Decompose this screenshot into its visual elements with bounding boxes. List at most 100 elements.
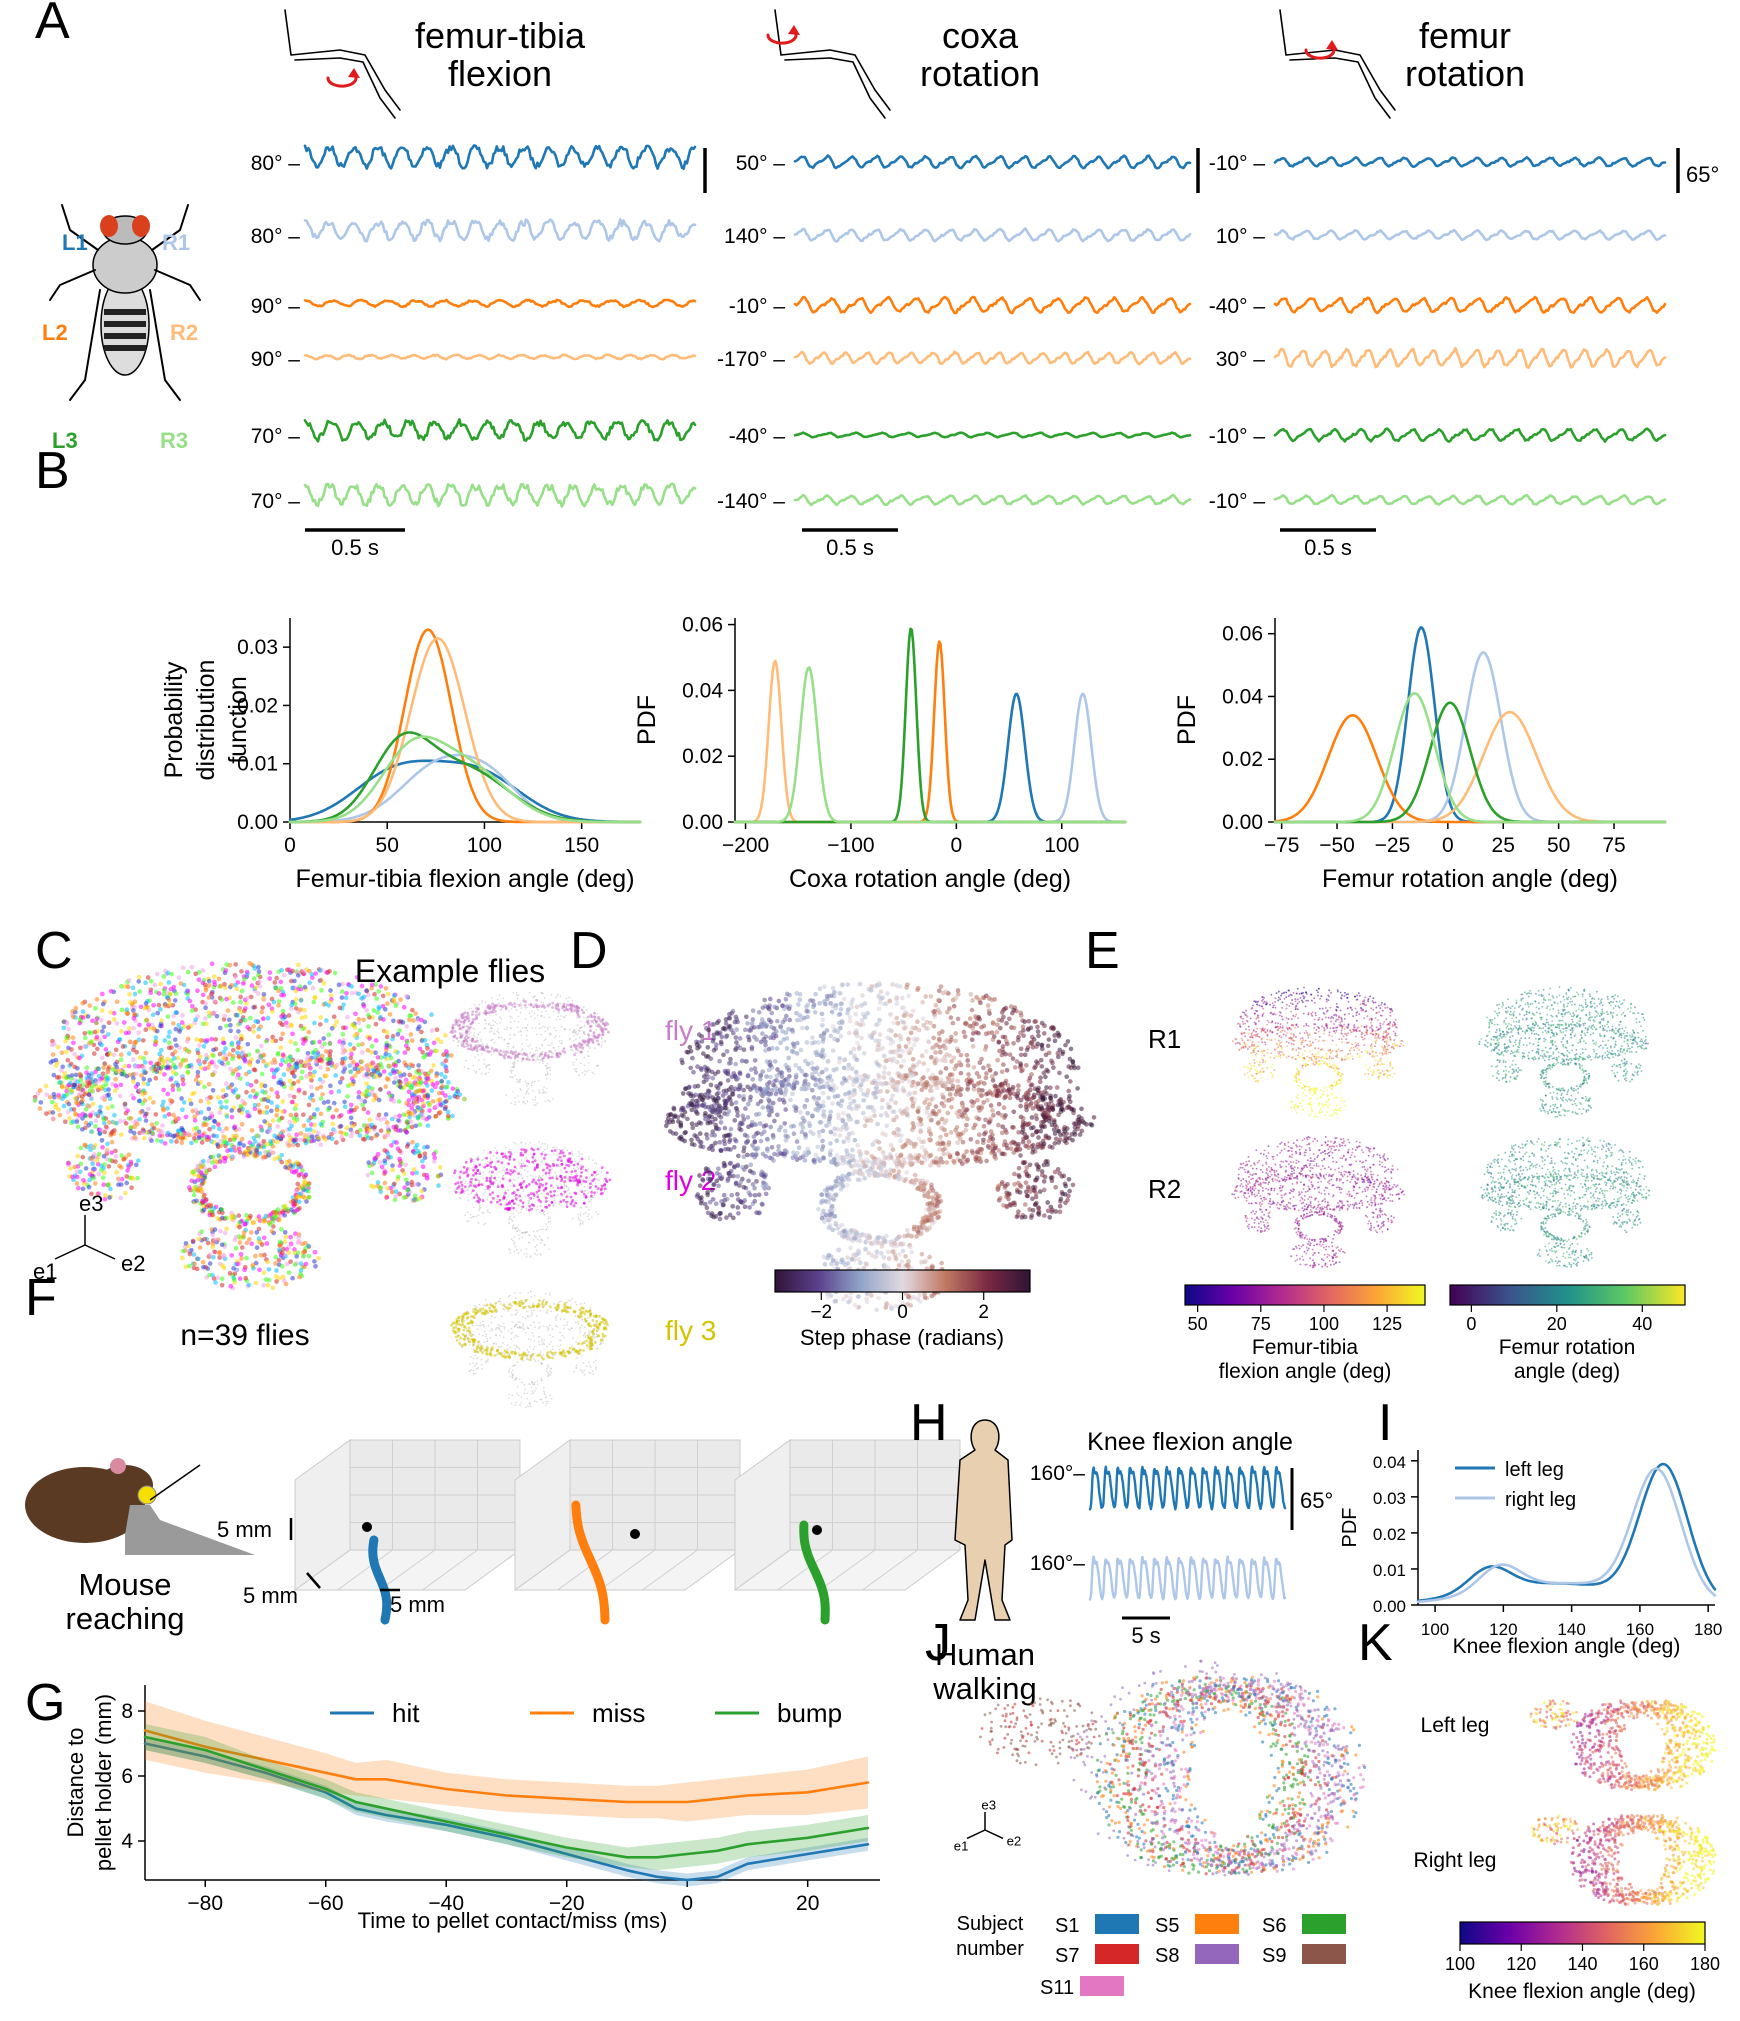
example-background-point — [514, 1245, 516, 1248]
embedding-point — [126, 1152, 132, 1158]
example-fly-point — [603, 1187, 607, 1191]
example-fly-point — [559, 1052, 562, 1056]
embedding-point — [269, 1229, 275, 1234]
embedding-point — [406, 1065, 412, 1071]
embedding-point — [436, 1090, 442, 1096]
embedding-point — [173, 1010, 179, 1015]
embedding-point — [293, 1064, 299, 1070]
example-background-point — [530, 1084, 533, 1087]
embedding-point — [69, 1047, 74, 1052]
embedding-point — [361, 1106, 367, 1112]
embedding-point — [271, 1215, 276, 1220]
embedding-point — [261, 1154, 266, 1160]
example-fly-point — [514, 1193, 518, 1197]
example-background-point — [557, 1015, 559, 1018]
example-background-point — [489, 1170, 491, 1172]
embedding-point — [397, 1084, 403, 1090]
example-background-point — [570, 1173, 573, 1176]
embedding-point — [223, 968, 229, 973]
embedding-point — [196, 1135, 202, 1141]
embedding-point — [296, 962, 301, 968]
embedding-point — [356, 1042, 361, 1048]
example-background-point — [582, 1006, 585, 1008]
example-fly-point — [565, 1195, 569, 1198]
example-background-point — [535, 1244, 538, 1247]
embedding-point — [167, 1001, 173, 1007]
example-background-point — [536, 1206, 539, 1208]
example-fly-point — [569, 1195, 573, 1199]
embedding-point — [418, 1080, 423, 1086]
example-background-point — [534, 1252, 536, 1255]
example-fly-point — [472, 1196, 476, 1199]
example-background-point — [543, 1213, 546, 1216]
embedding-point — [434, 1048, 440, 1054]
embedding-point — [105, 1105, 111, 1111]
embedding-point — [71, 1107, 77, 1112]
example-background-point — [519, 1078, 522, 1081]
example-background-point — [520, 1141, 523, 1144]
embedding-point — [51, 1041, 57, 1047]
embedding-point — [56, 1107, 61, 1112]
example-background-point — [514, 1096, 516, 1099]
example-fly-point — [551, 1001, 555, 1005]
embedding-point — [212, 1119, 218, 1125]
embedding-point — [316, 1135, 321, 1141]
embedding-point — [202, 1059, 207, 1065]
example-background-point — [514, 1348, 517, 1350]
embedding-point — [341, 1002, 346, 1007]
embedding-point — [218, 1099, 223, 1105]
embedding-point — [386, 1063, 392, 1069]
embedding-point — [63, 1049, 69, 1055]
embedding-point — [203, 1005, 208, 1011]
embedding-point — [420, 1158, 425, 1164]
embedding-point — [312, 1020, 317, 1026]
example-background-point — [547, 1236, 549, 1239]
embedding-point — [298, 1007, 303, 1012]
x-tick-label: −50 — [1319, 834, 1355, 857]
density-R3 — [288, 735, 642, 824]
example-background-point — [587, 1208, 590, 1211]
embedding-point — [286, 1143, 292, 1148]
example-fly-point — [486, 1046, 490, 1050]
example-background-point — [581, 1072, 584, 1074]
example-background-point — [547, 1327, 550, 1329]
example-fly-point — [505, 1171, 508, 1175]
embedding-point — [424, 1116, 430, 1122]
example-background-point — [485, 1066, 487, 1068]
embedding-point — [77, 1045, 83, 1051]
example-background-point — [524, 1143, 527, 1145]
density-L1 — [1273, 626, 1667, 824]
embedding-point — [414, 1170, 419, 1176]
embedding-point — [288, 1058, 294, 1064]
embedding-point — [413, 1182, 418, 1187]
embedding-point — [411, 1018, 416, 1023]
example-background-point — [549, 1174, 551, 1177]
example-background-point — [471, 1027, 474, 1030]
embedding-point — [443, 1093, 448, 1098]
embedding-point — [443, 1064, 448, 1069]
example-background-point — [509, 1217, 511, 1220]
embedding-point — [281, 972, 287, 978]
embedding-point — [371, 1184, 377, 1190]
example-background-point — [525, 1331, 527, 1334]
embedding-point — [340, 1046, 346, 1052]
embedding-point — [295, 1193, 301, 1199]
embedding-point — [257, 1110, 263, 1115]
embedding-point — [179, 1096, 184, 1101]
example-background-point — [532, 1348, 535, 1350]
example-background-point — [510, 1008, 512, 1010]
embedding-point — [431, 1151, 437, 1157]
example-background-point — [589, 1176, 591, 1178]
embedding-point — [77, 1055, 82, 1061]
embedding-point — [87, 1003, 93, 1008]
example-fly-point — [550, 1149, 554, 1153]
example-fly-point — [474, 1164, 478, 1168]
example-background-point — [513, 1250, 516, 1253]
embedding-point — [186, 1243, 191, 1249]
example-fly-point — [491, 1002, 494, 1006]
embedding-point — [220, 1036, 226, 1042]
example-background-point — [600, 1037, 603, 1039]
embedding-point — [382, 1180, 388, 1186]
embedding-point — [231, 1137, 237, 1143]
embedding-point — [130, 1079, 136, 1084]
